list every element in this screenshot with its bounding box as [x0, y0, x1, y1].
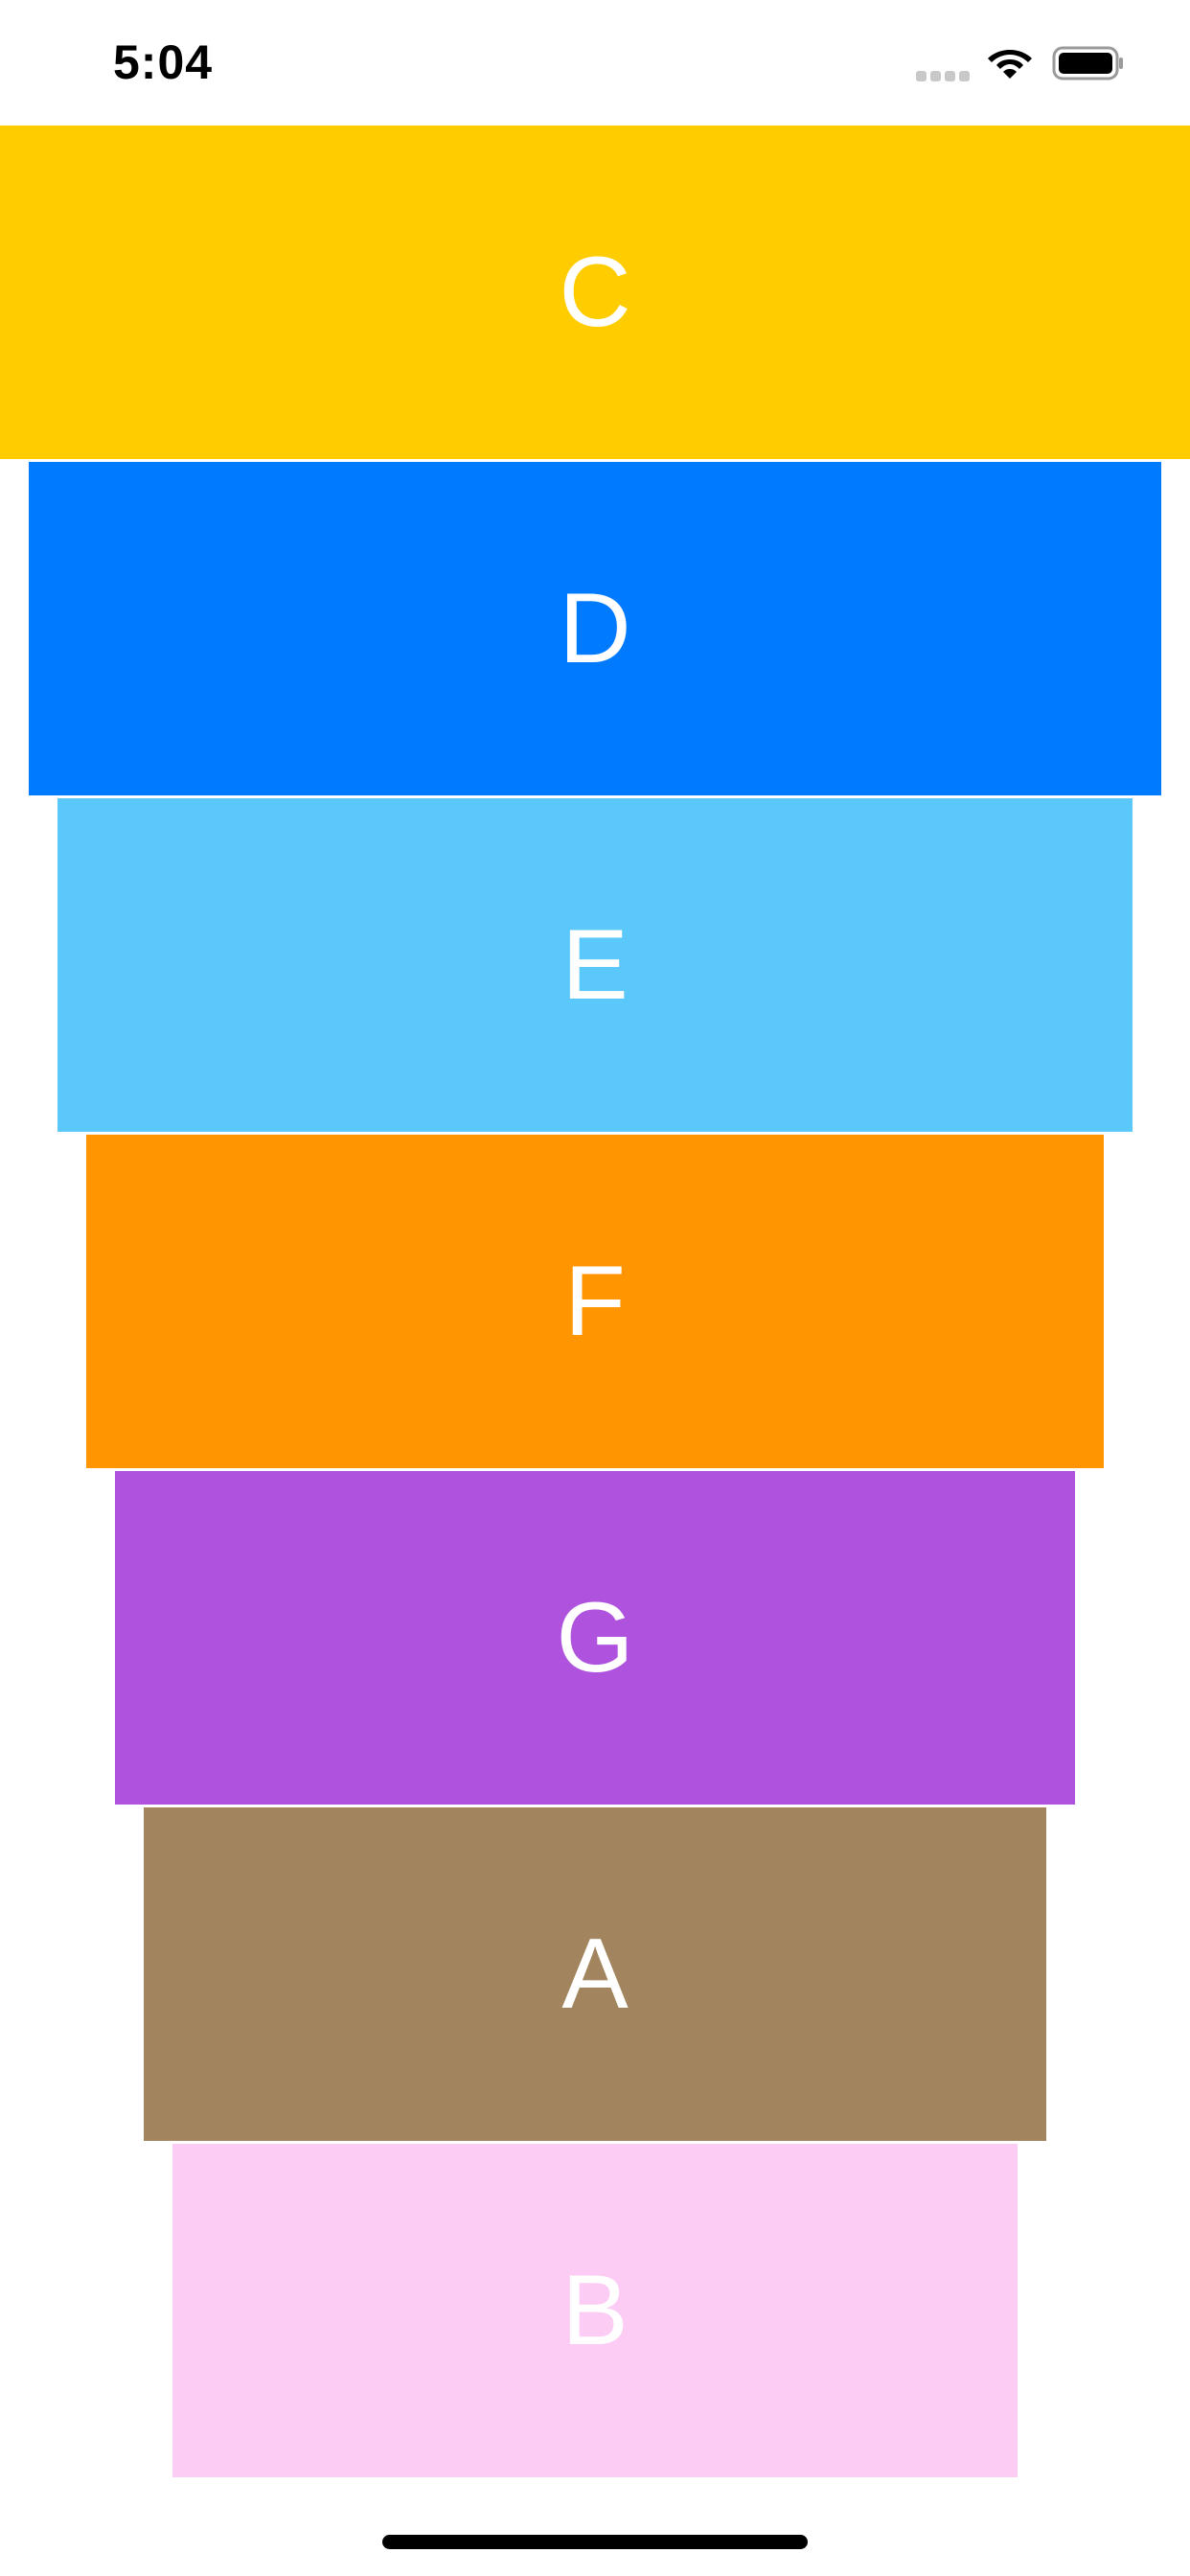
card-f[interactable]: F — [86, 1135, 1104, 1468]
card-label: E — [561, 909, 629, 1021]
card-e[interactable]: E — [57, 798, 1133, 1132]
home-indicator[interactable] — [382, 2535, 808, 2549]
status-bar: 5:04 — [0, 0, 1190, 126]
cellular-signal-icon — [916, 71, 972, 82]
card-b[interactable]: B — [172, 2144, 1018, 2477]
card-label: D — [559, 573, 631, 684]
card-label: G — [556, 1582, 634, 1693]
card-g[interactable]: G — [115, 1471, 1075, 1805]
card-label: F — [564, 1246, 626, 1357]
card-c[interactable]: C — [0, 126, 1190, 459]
card-a[interactable]: A — [144, 1807, 1046, 2141]
wifi-icon — [988, 50, 1032, 79]
card-label: A — [561, 1919, 629, 2030]
card-d[interactable]: D — [29, 462, 1161, 795]
battery-icon — [1052, 46, 1123, 80]
status-time: 5:04 — [113, 35, 214, 89]
card-label: B — [561, 2255, 629, 2366]
card-label: C — [559, 237, 631, 348]
